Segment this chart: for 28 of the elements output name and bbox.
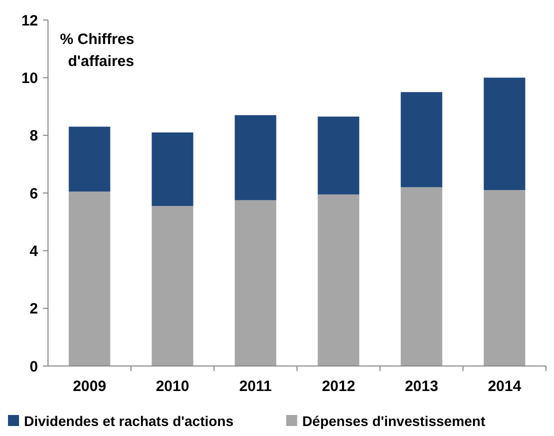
x-tick-label: 2011 — [239, 378, 272, 395]
y-tick-label: 12 — [21, 12, 38, 30]
bar — [484, 78, 526, 190]
bar — [152, 206, 194, 366]
legend-label: Dépenses d'investissement — [302, 413, 486, 429]
bar — [152, 132, 194, 206]
y-tick-label: 8 — [30, 128, 38, 145]
bar — [68, 192, 110, 366]
bar — [318, 194, 360, 366]
y-tick-label: 0 — [30, 358, 38, 376]
y-tick-label: 4 — [30, 242, 39, 260]
x-tick-label: 2010 — [156, 378, 190, 395]
bar — [400, 92, 442, 188]
y-tick-label: 6 — [30, 185, 38, 202]
x-tick-label: 2009 — [72, 378, 106, 395]
bar — [400, 187, 442, 366]
bar — [318, 116, 360, 194]
bar — [484, 190, 526, 366]
y-axis-title: % Chiffres d'affaires — [60, 31, 134, 70]
bar — [234, 200, 276, 366]
x-tick-label: 2012 — [322, 378, 356, 395]
x-tick-label: 2014 — [488, 378, 522, 395]
y-tick-label: 2 — [30, 300, 38, 318]
bar — [234, 115, 276, 200]
x-tick-label: 2013 — [404, 378, 438, 395]
y-tick-label: 10 — [21, 70, 38, 87]
legend-label: Dividendes et rachats d'actions — [24, 413, 234, 429]
bar — [68, 126, 110, 192]
